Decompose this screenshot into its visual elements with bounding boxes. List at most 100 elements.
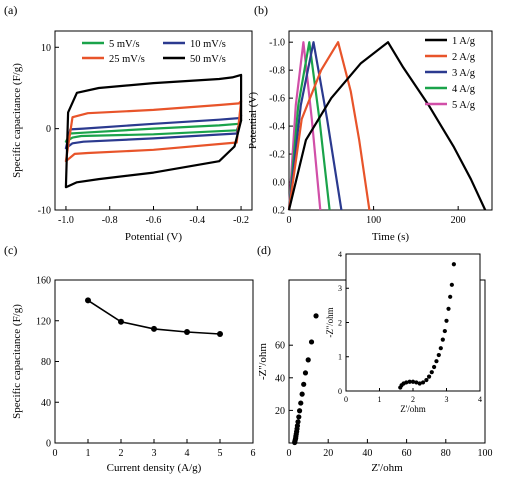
y-tick-label: -10 — [38, 206, 51, 217]
y-tick-label: 40 — [41, 398, 51, 409]
x-tick-label: -0.4 — [189, 215, 205, 226]
rate-point — [184, 328, 190, 335]
inset-point — [426, 374, 432, 379]
y-tick-label: 20 — [275, 406, 285, 417]
x-axis-label: Current density (A/g) — [107, 462, 202, 474]
inset-point — [449, 282, 454, 287]
inset-point — [438, 346, 443, 351]
nyquist-point — [294, 423, 301, 429]
inset-point — [451, 262, 456, 267]
x-tick-label: 20 — [323, 448, 333, 459]
rate-point — [85, 297, 91, 304]
legend-label: 5 A/g — [452, 100, 476, 111]
x-tick-label: -0.2 — [233, 215, 249, 226]
y-tick-label: 0 — [338, 387, 342, 396]
inset-point — [434, 359, 439, 364]
y-tick-label: 40 — [275, 373, 285, 384]
legend-label: 3 A/g — [452, 68, 476, 79]
y-axis-label: Specific capacitance (F/g) — [11, 63, 23, 178]
y-tick-label: -0.8 — [269, 66, 285, 77]
y-tick-label: 80 — [41, 357, 51, 368]
y-tick-label: 0 — [46, 439, 51, 450]
nyquist-point — [299, 391, 305, 397]
x-tick-label: 100 — [478, 448, 493, 459]
inset-point — [414, 380, 419, 385]
inset-point — [436, 352, 441, 358]
nyquist-point — [301, 381, 307, 387]
x-tick-label: 100 — [366, 215, 381, 226]
legend-label: 4 A/g — [452, 84, 476, 95]
nyquist-point — [296, 414, 302, 420]
panel-a: (a) -1.0 -0.8 -0.6 -0.4 -0.2 -10 0 10 Potential … — [4, 3, 253, 243]
nyquist-inset: 0 1 2 3 4 0 1 2 3 4 Z'/ohm -Z''/ohm — [325, 250, 482, 414]
x-tick-label: 2 — [119, 448, 124, 459]
inset-point — [410, 379, 416, 384]
x-tick-label: 6 — [251, 448, 256, 459]
inset-background — [346, 254, 480, 391]
x-axis-label: Z'/ohm — [371, 462, 403, 474]
nyquist-point — [313, 313, 319, 319]
panel-label: (a) — [4, 3, 17, 17]
legend-label: 5 mV/s — [109, 39, 140, 50]
inset-point — [424, 377, 429, 383]
y-tick-label: 2 — [338, 318, 342, 327]
y-axis-label: Specific capacitance (F/g) — [11, 304, 23, 419]
legend-label: 2 A/g — [452, 52, 476, 63]
x-tick-label: 3 — [152, 448, 157, 459]
x-tick-label: 5 — [218, 448, 223, 459]
legend-label: 50 mV/s — [190, 54, 226, 65]
x-tick-label: 40 — [362, 448, 372, 459]
y-tick-label: 160 — [36, 276, 51, 287]
x-tick-label: 4 — [478, 395, 482, 404]
gcd-curve-5-a-g — [287, 41, 322, 211]
y-tick-label: 3 — [338, 284, 342, 293]
plot-frame — [288, 30, 493, 211]
legend-label: 1 A/g — [452, 36, 476, 47]
nyquist-point — [295, 419, 301, 425]
rate-point — [151, 325, 157, 332]
nyquist-point — [298, 400, 304, 406]
x-tick-label: -1.0 — [58, 215, 74, 226]
inset-point — [404, 380, 409, 385]
inset-point — [444, 318, 449, 323]
inset-point — [448, 294, 453, 299]
y-tick-label: 0.2 — [273, 206, 286, 217]
x-tick-label: 0 — [53, 448, 58, 459]
gcd-curve-2-a-g — [287, 41, 371, 211]
y-tick-label: 4 — [338, 250, 342, 259]
y-tick-label: 10 — [41, 43, 51, 54]
y-tick-label: -1.0 — [269, 38, 285, 49]
y-tick-label: -0.4 — [269, 122, 285, 133]
panel-label: (b) — [254, 3, 268, 17]
x-tick-label: -0.6 — [146, 215, 162, 226]
inset-point — [407, 379, 412, 384]
x-tick-label: 200 — [451, 215, 466, 226]
inset-point — [417, 381, 422, 386]
plot-frame — [54, 279, 254, 444]
x-tick-label: 0 — [287, 215, 292, 226]
inset-point — [442, 328, 447, 334]
inset-point — [440, 337, 445, 342]
legend-label: 10 mV/s — [190, 39, 226, 50]
nyquist-point — [296, 408, 303, 414]
x-tick-label: 1 — [86, 448, 91, 459]
y-tick-label: 0.0 — [273, 178, 286, 189]
x-tick-label: -0.8 — [102, 215, 118, 226]
x-axis-label: Time (s) — [372, 231, 410, 243]
y-tick-label: -0.2 — [269, 150, 285, 161]
x-tick-label: 1 — [378, 395, 382, 404]
panel-label: (d) — [257, 243, 271, 257]
nyquist-point — [305, 357, 311, 363]
gcd-curve-3-a-g — [287, 41, 343, 211]
nyquist-point — [302, 370, 309, 376]
gcd-curve-4-a-g — [287, 41, 331, 211]
inset-point — [432, 364, 437, 370]
inset-point — [446, 306, 451, 311]
y-tick-label: -0.6 — [269, 94, 285, 105]
x-tick-label: 2 — [411, 395, 415, 404]
y-axis-label: -Z''/ohm — [257, 343, 269, 380]
y-axis-label: Potential (V) — [247, 92, 259, 149]
x-tick-label: 80 — [441, 448, 451, 459]
